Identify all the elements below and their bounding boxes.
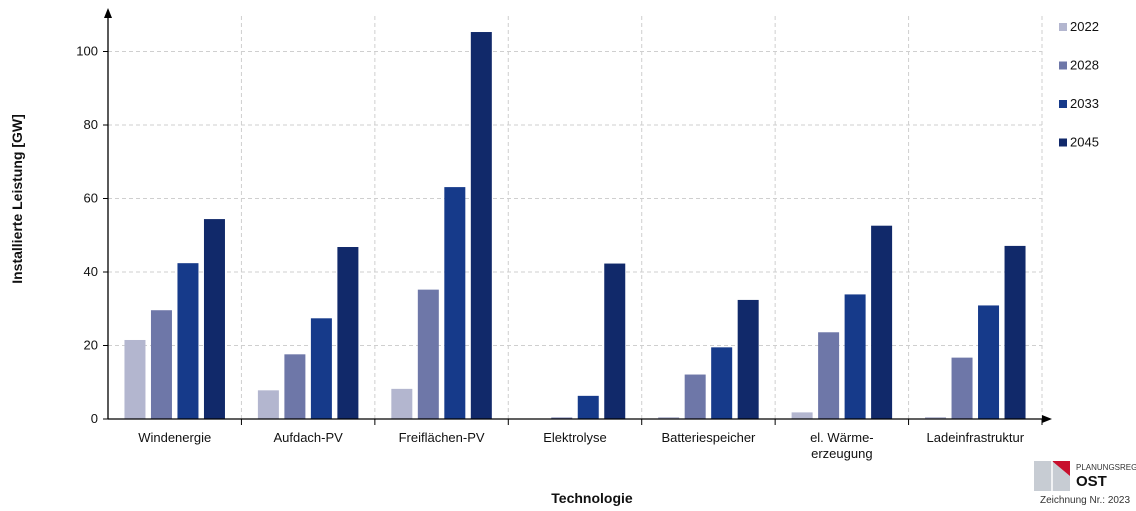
bar	[791, 412, 813, 419]
bar	[658, 417, 680, 419]
legend-swatch	[1059, 100, 1067, 108]
bar	[604, 263, 626, 419]
x-tick-label: Freiflächen-PV	[399, 430, 485, 445]
x-tick-labels: Windenergie Aufdach-PV Freiflächen-PV Elekt…	[138, 430, 1025, 461]
legend-label: 2022	[1070, 19, 1099, 34]
x-tick-label: Aufdach-PV	[273, 430, 343, 445]
bar	[417, 289, 439, 419]
bar	[978, 305, 1000, 419]
legend-label: 2033	[1070, 96, 1099, 111]
grid	[108, 16, 1043, 419]
bar	[257, 390, 279, 419]
logo-region: OST	[1076, 473, 1107, 490]
bar	[444, 187, 466, 419]
x-tick-label: Batteriespeicher	[661, 430, 756, 445]
legend-label: 2045	[1070, 135, 1099, 150]
legend-swatch	[1059, 61, 1067, 70]
bar	[203, 219, 225, 419]
bar	[391, 388, 413, 419]
bar	[150, 310, 172, 419]
bar	[284, 354, 306, 419]
legend-swatch	[1059, 23, 1067, 31]
bar	[737, 299, 759, 419]
y-tick-label: 80	[84, 117, 98, 132]
bar	[871, 225, 893, 419]
logo-mark-red	[1052, 461, 1070, 476]
bar	[925, 417, 947, 419]
bar	[684, 374, 706, 419]
y-tick-label: 60	[84, 191, 98, 206]
axes	[103, 8, 1052, 425]
bar	[1004, 245, 1026, 419]
y-axis-title: Installierte Leistung [GW]	[9, 114, 25, 284]
y-tick-label: 0	[91, 411, 98, 426]
bar	[470, 32, 492, 420]
y-axis-arrow	[104, 8, 112, 18]
bar	[337, 247, 359, 419]
bar	[310, 318, 332, 419]
bar	[818, 332, 840, 419]
logo-name: PLANUNGSREGION	[1076, 463, 1136, 472]
bar	[711, 347, 733, 419]
bar	[577, 395, 599, 419]
x-tick-label: Ladeinfrastruktur	[927, 430, 1025, 445]
legend-swatch	[1059, 138, 1067, 147]
bar	[951, 357, 973, 419]
legend: 2022 2028 2033 2045	[1059, 19, 1099, 150]
bar	[551, 417, 573, 419]
y-tick-label: 20	[84, 338, 98, 353]
bar	[177, 263, 199, 419]
bars	[124, 32, 1026, 420]
x-axis-title: Technologie	[551, 490, 633, 506]
bar	[124, 339, 146, 419]
logo: PLANUNGSREGION OST Zeichnung Nr.: 2023	[1034, 461, 1136, 506]
legend-label: 2028	[1070, 58, 1099, 73]
bar	[844, 294, 866, 419]
y-tick-label: 100	[76, 44, 98, 59]
x-tick-label: el. Wärme-erzeugung	[810, 430, 874, 461]
y-tick-labels: 0 20 40 60 80 100	[76, 44, 98, 427]
x-tick-label: Elektrolyse	[543, 430, 607, 445]
x-tick-label: Windenergie	[138, 430, 211, 445]
logo-note: Zeichnung Nr.: 2023	[1040, 495, 1130, 506]
x-axis-arrow	[1042, 415, 1052, 423]
y-tick-label: 40	[84, 264, 98, 279]
